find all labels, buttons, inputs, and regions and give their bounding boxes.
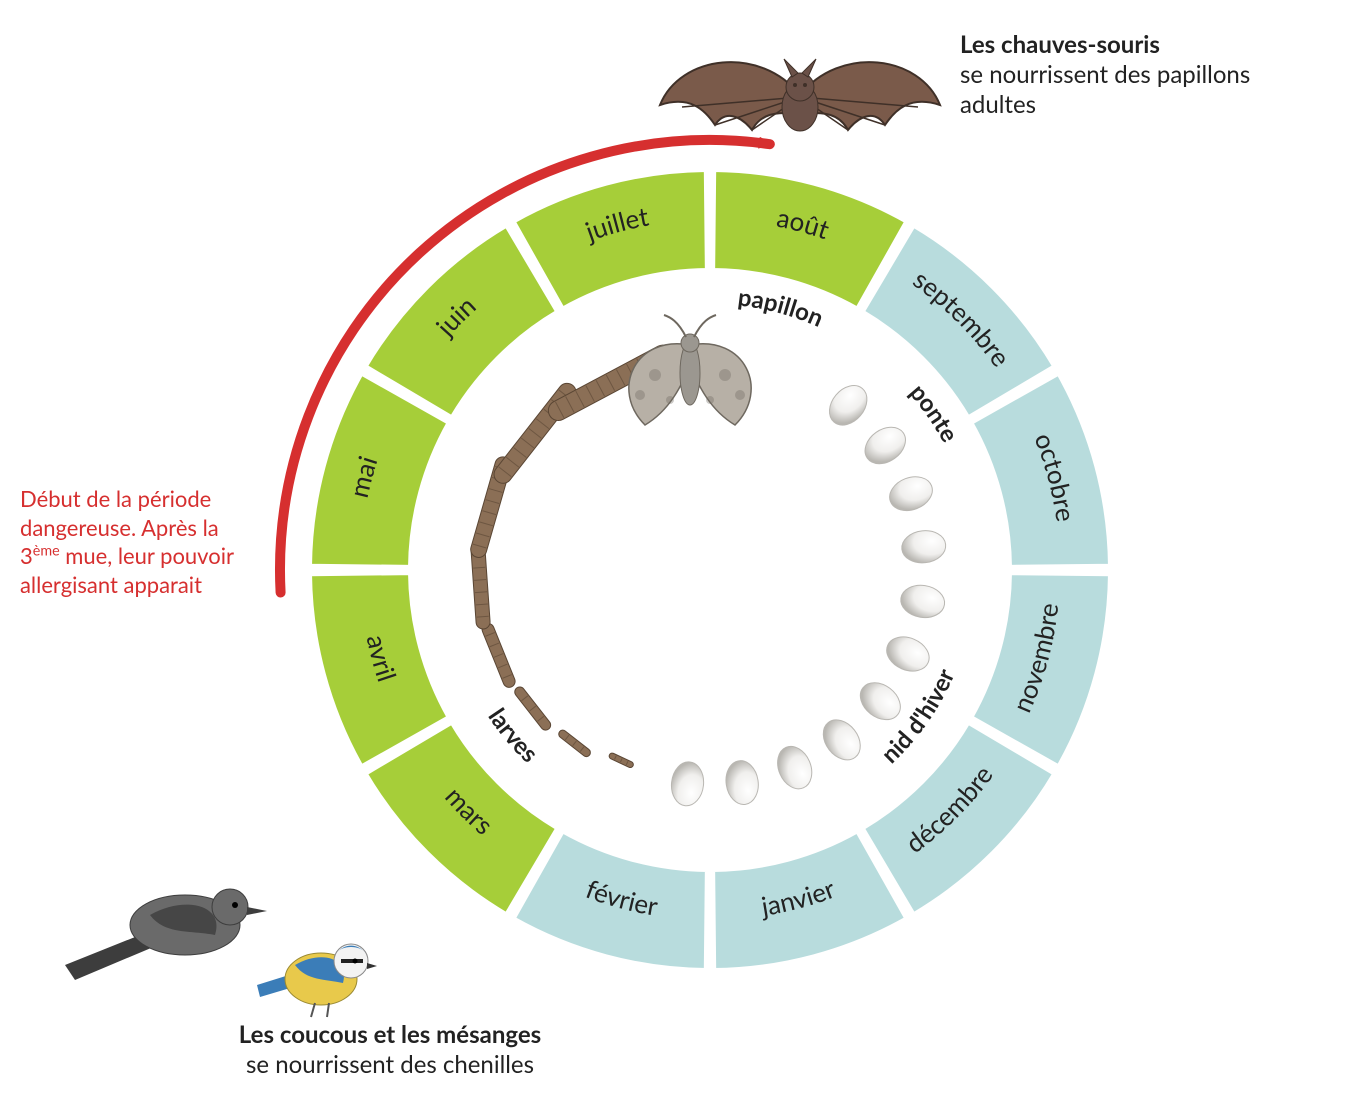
egg-icon [899, 582, 947, 620]
egg-icon [669, 760, 705, 807]
birds-annotation: Les coucous et les mésanges se nourrisse… [130, 1020, 650, 1080]
egg-icon [885, 471, 937, 517]
bats-annotation: Les chauves-souris se nourrissent des pa… [960, 30, 1320, 120]
danger-annotation: Début de la période dangereuse. Après la… [20, 485, 290, 599]
egg-icon [723, 758, 761, 806]
bat-icon [660, 59, 940, 131]
larva-icon [480, 622, 517, 690]
blue-tit-icon [257, 944, 377, 1017]
egg-icon [858, 420, 912, 472]
egg-icon [771, 741, 818, 794]
birds-annotation-rest: se nourrissent des chenilles [246, 1050, 534, 1079]
egg-icon [853, 675, 907, 727]
larva-icon [557, 729, 592, 759]
cuckoo-icon [65, 889, 267, 980]
egg-icon [816, 713, 868, 767]
month-segment [366, 226, 558, 418]
moth-icon [629, 315, 751, 425]
larva-icon [608, 752, 634, 768]
danger-line2: dangereuse. Après la [20, 514, 219, 541]
danger-line1: Début de la période [20, 485, 211, 512]
egg-icon [881, 631, 934, 678]
egg-icon [822, 378, 875, 432]
bats-annotation-rest: se nourrissent des papillons adultes [960, 60, 1250, 119]
danger-line3-post: mue, leur pouvoir [60, 542, 234, 569]
birds-annotation-bold: Les coucous et les mésanges [239, 1020, 541, 1049]
bats-annotation-bold: Les chauves-souris [960, 30, 1160, 59]
lifecycle-diagram: marsavrilmaijuinjuilletaoûtseptembreocto… [0, 0, 1357, 1115]
danger-line3-sup: ème [33, 543, 60, 560]
danger-line4: allergisant apparait [20, 571, 202, 598]
danger-line3-pre: 3 [20, 542, 33, 569]
egg-icon [900, 528, 947, 565]
